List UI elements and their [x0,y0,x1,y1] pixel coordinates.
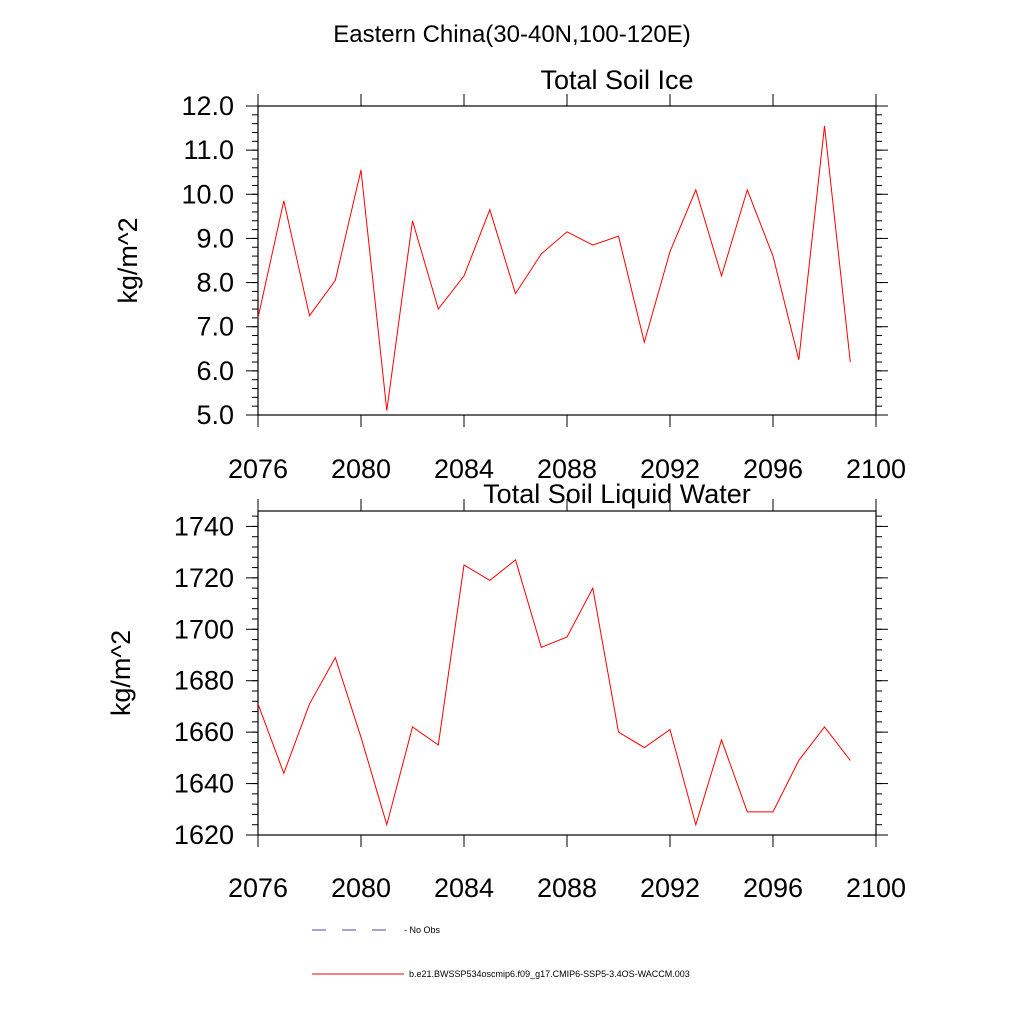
legend: - No Obs b.e21.BWSSP534oscmip6.f09_g17.C… [312,925,690,979]
y-tick-label: 10.0 [181,179,234,209]
y-tick-label: 1720 [174,563,234,593]
y-tick-label: 1640 [174,769,234,799]
x-tick-label: 2100 [846,873,906,903]
figure-title: Eastern China(30-40N,100-120E) [333,21,691,48]
soil-ice-panel: Total Soil Ice kg/m^2 2076 2080 2084 2088 2092… [113,65,906,484]
x-tick-label: 2088 [537,454,597,484]
legend-no-obs-label: - No Obs [404,925,441,935]
chart-title: Total Soil Liquid Water [483,479,751,509]
x-tick-label: 2080 [331,873,391,903]
x-tick-label: 2076 [228,454,288,484]
y-tick-label: 6.0 [196,356,234,386]
y-tick-label: 8.0 [196,268,234,298]
y-tick-label: 5.0 [196,400,234,430]
x-tick-label: 2088 [537,873,597,903]
y-tick-label: 7.0 [196,312,234,342]
plot-frame [257,105,877,416]
x-tick-label: 2100 [846,454,906,484]
x-tick-label: 2080 [331,454,391,484]
x-tick-label: 2076 [228,873,288,903]
plot-frame [257,510,877,836]
soil-liquid-water-panel: Total Soil Liquid Water kg/m^2 2076 2080 208… [106,479,906,903]
y-tick-label: 1680 [174,666,234,696]
x-tick-label: 2096 [743,454,803,484]
y-tick-label: 1660 [174,717,234,747]
y-tick-label: 9.0 [196,223,234,253]
y-tick-label: 12.0 [181,91,234,121]
x-tick-label: 2084 [434,873,494,903]
x-tick-label: 2092 [640,454,700,484]
y-tick-label: 11.0 [183,135,234,165]
chart-title: Total Soil Ice [540,65,693,95]
x-tick-label: 2084 [434,454,494,484]
series-line [257,125,851,411]
series-line [257,559,851,827]
x-tick-label: 2096 [743,873,803,903]
x-tick-label: 2092 [640,873,700,903]
y-tick-label: 1740 [174,511,234,541]
y-tick-label: 1700 [174,614,234,644]
y-axis-label: kg/m^2 [113,217,143,303]
y-tick-label: 1620 [174,820,234,850]
legend-model-label: b.e21.BWSSP534oscmip6.f09_g17.CMIP6-SSP5… [409,969,690,979]
y-axis-label: kg/m^2 [106,630,136,716]
